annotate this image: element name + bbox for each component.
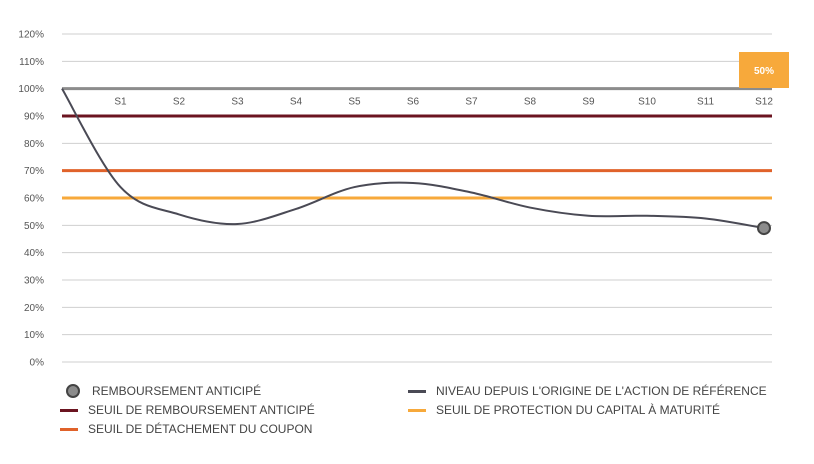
- x-tick-label: S9: [582, 97, 595, 108]
- y-tick-label: 90%: [24, 112, 44, 123]
- y-tick-label: 80%: [24, 139, 44, 150]
- y-tick-label: 20%: [24, 303, 44, 314]
- legend-label-capital: SEUIL DE PROTECTION DU CAPITAL À MATURIT…: [436, 403, 721, 417]
- x-tick-label: S8: [524, 97, 537, 108]
- data-point-marker: [757, 221, 771, 236]
- legend-item-series: NIVEAU DEPUIS L'ORIGINE DE L'ACTION DE R…: [408, 384, 767, 398]
- y-tick-label: 100%: [18, 84, 44, 95]
- y-tick-label: 10%: [24, 330, 44, 341]
- legend-label-autocall: SEUIL DE REMBOURSEMENT ANTICIPÉ: [88, 403, 315, 417]
- y-tick-label: 110%: [19, 57, 44, 68]
- legend-coupon-line-icon: [60, 427, 78, 431]
- legend-item-coupon: SEUIL DE DÉTACHEMENT DU COUPON: [60, 422, 312, 436]
- x-tick-label: S4: [290, 97, 303, 108]
- x-tick-label: S10: [638, 97, 656, 108]
- x-tick-label: S5: [348, 97, 361, 108]
- legend-item-marker: REMBOURSEMENT ANTICIPÉ: [64, 384, 261, 398]
- legend-marker-icon: [66, 384, 80, 398]
- x-tick-label: S2: [173, 97, 186, 108]
- annotation-label: 50%: [754, 66, 774, 77]
- legend-label-series: NIVEAU DEPUIS L'ORIGINE DE L'ACTION DE R…: [436, 384, 767, 398]
- legend-item-capital: SEUIL DE PROTECTION DU CAPITAL À MATURIT…: [408, 403, 720, 417]
- y-tick-label: 0%: [30, 358, 45, 369]
- y-tick-label: 60%: [24, 194, 44, 205]
- x-tick-label: S7: [465, 97, 478, 108]
- annotation-box: [739, 52, 789, 88]
- x-tick-label: S1: [114, 97, 127, 108]
- x-tick-label: S12: [755, 97, 773, 108]
- y-tick-label: 30%: [24, 276, 44, 287]
- y-tick-label: 50%: [24, 221, 44, 232]
- y-tick-label: 120%: [18, 30, 44, 41]
- legend-label-marker: REMBOURSEMENT ANTICIPÉ: [92, 384, 262, 398]
- legend-label-coupon: SEUIL DE DÉTACHEMENT DU COUPON: [88, 422, 313, 436]
- y-tick-label: 70%: [24, 166, 44, 177]
- series-line: [61, 88, 765, 230]
- legend-autocall-line-icon: [60, 408, 78, 412]
- x-tick-label: S3: [231, 97, 244, 108]
- x-tick-label: S6: [407, 97, 420, 108]
- legend-item-autocall: SEUIL DE REMBOURSEMENT ANTICIPÉ: [60, 403, 315, 417]
- chart-legend: REMBOURSEMENT ANTICIPÉ NIVEAU DEPUIS L'O…: [60, 384, 800, 444]
- legend-capital-line-icon: [408, 408, 426, 412]
- x-tick-label: S11: [697, 97, 714, 108]
- legend-series-line-icon: [408, 389, 426, 393]
- y-tick-label: 40%: [24, 248, 44, 259]
